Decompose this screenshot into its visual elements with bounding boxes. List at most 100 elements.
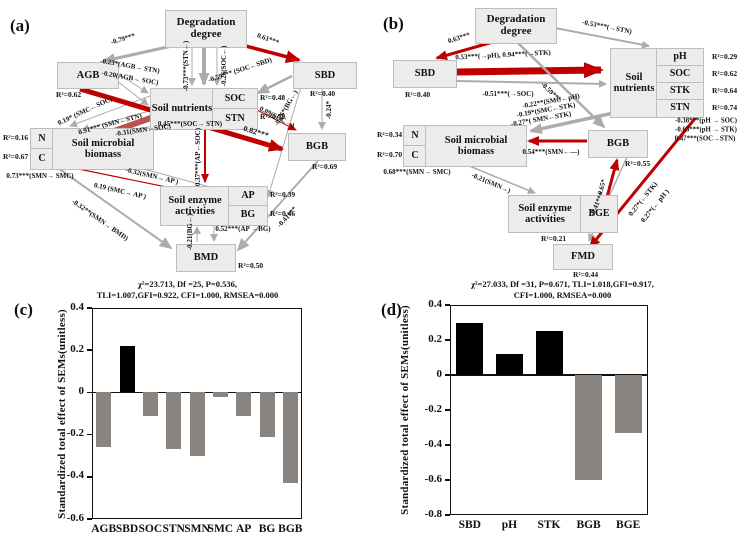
bar-BGB	[575, 375, 603, 480]
bar-STK	[535, 331, 563, 375]
node-soil-microbial-biomass-b: Soil microbial biomass	[425, 125, 527, 167]
r2-bg: R²=0.46	[270, 209, 296, 218]
node-ap: AP	[228, 186, 268, 207]
node-soil-nutrients-b: Soil nutrients	[610, 48, 658, 118]
x-tick-label-BGB: BGB	[278, 523, 303, 535]
y-tick-mark	[445, 479, 450, 481]
note-soc-stn: 0.47***(SOC→STN)	[674, 135, 736, 143]
note-ph-stk: -0.63***(pH → STK)	[675, 126, 737, 134]
r2-c-b: R²=0.70	[377, 150, 403, 159]
r2-c: R²=0.67	[3, 152, 29, 161]
r2-stn-b: R²=0.74	[712, 103, 738, 112]
y-tick-mark	[445, 339, 450, 341]
bar-BGE	[614, 375, 642, 433]
x-tick-label-STN: STN	[162, 523, 185, 535]
bar-chart-d: 0.4 0.2 0 -0.2 -0.4 -0.6 -0.8 SBD pH STK BGB BGE	[375, 297, 750, 538]
bar-SOC	[142, 392, 158, 416]
edge-soc-stn: 0.45***(SOC→ STN)	[157, 120, 223, 128]
fit-stats-b-line2: CFI=1.000, RMSEA=0.000	[513, 290, 612, 300]
bar-STN	[166, 392, 182, 450]
r2-n: R²=0.16	[3, 133, 29, 142]
panel-c: (c) Standardized total effect of SEMs(un…	[0, 300, 375, 538]
node-bg: BG	[228, 205, 268, 226]
y-tick-label: -0.2	[424, 402, 442, 415]
node-degradation-degree: Degradation degree	[165, 10, 247, 48]
node-degradation-degree-b: Degradation degree	[475, 8, 557, 44]
x-tick-label-SBD: SBD	[458, 519, 481, 531]
edge-bgb-smn: 0.54***(SMN←—)	[522, 148, 580, 156]
bar-SBD	[119, 345, 135, 393]
bar-BG	[259, 392, 275, 437]
y-tick-label: -0.6	[66, 511, 84, 524]
y-tick-label: 0.2	[428, 332, 442, 345]
y-tick-mark	[87, 476, 92, 478]
node-stn: STN	[212, 108, 258, 130]
node-smb-n-b: N	[403, 125, 427, 147]
panel-a: (a) Degradation degree AGB SBD Soil nutr…	[0, 0, 375, 300]
fit-stats-a-line1: χ²=23.713, Df =25, P=0.536,	[138, 279, 237, 289]
x-tick-label-SMC: SMC	[207, 523, 234, 535]
bar-BGB	[282, 392, 298, 484]
y-tick-label: -0.8	[424, 507, 442, 520]
node-bgb: BGB	[288, 133, 346, 161]
panel-c-letter: (c)	[14, 300, 33, 319]
y-tick-mark	[445, 444, 450, 446]
x-tick-label-BG: BG	[258, 523, 276, 535]
node-soil-microbial-biomass: Soil microbial biomass	[52, 128, 154, 170]
y-tick-label: 0.2	[70, 342, 84, 355]
node-soil-nutrients: Soil nutrients	[150, 88, 214, 130]
x-tick-label-SOC: SOC	[138, 523, 163, 535]
r2-n-b: R²=0.34	[377, 130, 403, 139]
node-fmd: FMD	[553, 244, 613, 270]
panel-a-letter: (a)	[10, 16, 30, 35]
y-tick-mark	[87, 307, 92, 309]
x-tick-label-AP: AP	[235, 523, 252, 535]
panel-b-letter: (b)	[383, 14, 404, 33]
node-smb-c-b: C	[403, 145, 427, 167]
edge-sbd-soc-b: -0.51***(→SOC)	[482, 90, 534, 98]
panel-d: (d) Standardized total effect of SEMs(un…	[375, 297, 750, 538]
y-tick-mark	[445, 304, 450, 306]
y-tick-mark	[445, 514, 450, 516]
r2-bgb: R²=0.69	[312, 162, 338, 171]
bar-chart-c: 0.4 0.2 0 -0.2 -0.4 -0.6 AGB SBD SOC STN SMN SMC AP B…	[0, 300, 375, 538]
node-sbd-b: SBD	[393, 60, 457, 88]
r2-ph: R²=0.29	[712, 52, 738, 61]
edge-sbd-bgb: -0.24*	[325, 100, 333, 120]
y-tick-mark	[87, 349, 92, 351]
y-tick-mark	[87, 518, 92, 520]
y-tick-label: -0.2	[66, 427, 84, 440]
x-tick-label-SMN: SMN	[184, 523, 210, 535]
node-soil-enzyme-activities-b: Soil enzyme activities	[508, 195, 582, 233]
node-stn-b: STN	[656, 99, 704, 118]
edge-smn-smc-b: 0.68***(SMN→ SMC)	[383, 168, 451, 176]
r2-agb: R²=0.62	[56, 90, 82, 99]
node-smb-c: C	[30, 148, 54, 170]
x-tick-label-pH: pH	[501, 519, 518, 531]
x-tick-label-STK: STK	[537, 519, 561, 531]
bar-SBD	[456, 322, 484, 375]
y-tick-mark	[87, 391, 92, 394]
fit-stats-b-line1: χ²=27.033, Df =31, P=0.671, TLI=1.018,GF…	[471, 279, 654, 289]
node-bgb-b: BGB	[588, 130, 648, 158]
node-soil-enzyme-activities: Soil enzyme activities	[160, 186, 230, 226]
y-tick-label: 0.4	[428, 297, 442, 310]
r2-sbd-b: R²=0.40	[405, 90, 431, 99]
bar-SMC	[212, 392, 228, 397]
x-tick-label-BGE: BGE	[616, 519, 641, 531]
bar-AGB	[96, 392, 112, 448]
y-tick-mark	[87, 433, 92, 436]
y-tick-label: -0.6	[424, 472, 442, 485]
node-smb-n: N	[30, 128, 54, 150]
r2-bge: R²=0.21	[541, 234, 567, 243]
r2-stk: R²=0.64	[712, 86, 738, 95]
bar-pH	[495, 354, 523, 375]
edge-bg-bmd: -0.21(BG←)	[186, 213, 194, 251]
y-tick-label: -0.4	[424, 437, 442, 450]
x-tick-label-AGB: AGB	[91, 523, 117, 535]
y-tick-label: 0	[78, 384, 85, 397]
r2-soc-b: R²=0.62	[712, 69, 738, 78]
y-tick-label: 0	[436, 367, 443, 380]
edge-smn-smc: 0.73***(SMN→ SMC)	[6, 172, 74, 180]
x-tick-label-SBD: SBD	[115, 523, 139, 535]
